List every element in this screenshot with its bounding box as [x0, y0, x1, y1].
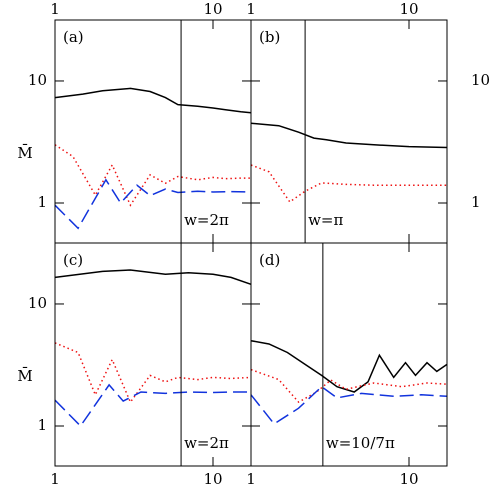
- x-tick-label: 10: [399, 470, 418, 488]
- y-tick-label: 1: [37, 193, 47, 211]
- x-tick-label: 1: [50, 470, 60, 488]
- y-tick-label: 1: [37, 416, 47, 434]
- annotation: w=2π: [184, 211, 229, 229]
- panel-label: (d): [259, 251, 280, 269]
- panel-label: (a): [63, 28, 84, 46]
- y-tick-label: 10: [28, 294, 47, 312]
- series-line: [54, 383, 251, 428]
- y-tick-label: 1: [471, 193, 481, 211]
- x-tick-label: 1: [246, 470, 256, 488]
- annotation: w=π: [308, 211, 343, 229]
- x-tick-label: 10: [203, 0, 222, 18]
- series-line: [54, 178, 252, 230]
- annotation: w=10/7π: [326, 434, 395, 452]
- y-axis-label: M̄: [17, 144, 32, 162]
- panel-frame: [54, 19, 252, 244]
- series-line: [250, 339, 448, 393]
- series-line: [54, 144, 251, 207]
- series-line: [54, 87, 252, 114]
- series-line: [54, 342, 252, 404]
- annotation: w=2π: [184, 434, 229, 452]
- x-tick-label: 10: [203, 470, 222, 488]
- x-tick-label: 10: [399, 0, 418, 18]
- series-line: [250, 122, 448, 149]
- panel-frame: [250, 242, 448, 467]
- series-line: [250, 164, 447, 203]
- series-line: [250, 385, 448, 425]
- x-tick-label: 1: [50, 0, 60, 18]
- y-tick-label: 10: [28, 71, 47, 89]
- y-axis-label: M̄: [17, 367, 32, 385]
- panel-frame: [250, 19, 448, 244]
- series-line: [54, 269, 252, 286]
- x-tick-label: 1: [246, 0, 256, 18]
- series-line: [250, 368, 448, 404]
- y-tick-label: 10: [471, 71, 490, 89]
- x-axis-label: w: [147, 487, 160, 491]
- panel-label: (b): [259, 28, 280, 46]
- x-axis-label: w: [343, 487, 356, 491]
- panel-label: (c): [63, 251, 83, 269]
